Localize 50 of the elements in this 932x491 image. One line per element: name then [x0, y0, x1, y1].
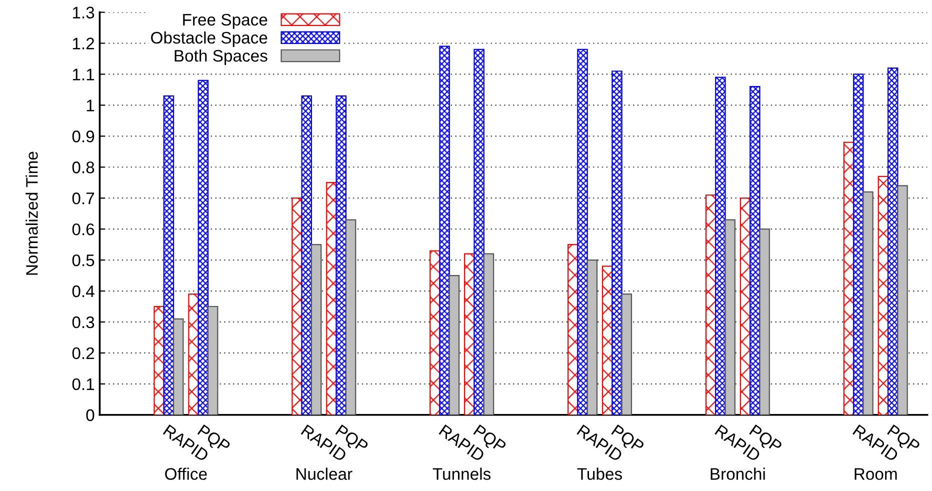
legend-label: Obstacle Space [151, 31, 268, 47]
y-tick-label: 1.2 [72, 38, 94, 50]
y-axis-title: Normalized Time [26, 152, 38, 275]
bar [887, 67, 898, 415]
bar [310, 244, 322, 415]
y-tick-label: 1.3 [72, 6, 94, 18]
bar [163, 95, 174, 415]
bar [750, 86, 760, 415]
bar [852, 74, 864, 415]
text: Tunnels [432, 468, 491, 480]
bar [474, 48, 484, 415]
text: Tubes [577, 468, 622, 480]
y-tick-label: 0.6 [72, 223, 94, 236]
bar [724, 219, 736, 415]
y-tick-label: 0.1 [72, 378, 94, 390]
bar [577, 48, 588, 415]
bar [172, 318, 184, 415]
legend-label: Both Spaces [174, 49, 268, 65]
y-tick-label: 0.8 [72, 162, 94, 174]
y-tick-label: 0.9 [72, 130, 94, 142]
y-tick-label: 0.4 [72, 285, 94, 298]
bar [483, 253, 494, 415]
bar [586, 259, 598, 415]
bar [897, 185, 908, 415]
bar [759, 228, 770, 415]
bar [621, 294, 632, 415]
bar [448, 274, 460, 415]
bar [439, 46, 450, 415]
bar [301, 95, 312, 415]
y-tick-label: 0 [86, 409, 94, 422]
bar [207, 306, 218, 415]
bar [345, 219, 356, 415]
bar [154, 306, 164, 415]
y-tick-label: 1 [86, 100, 94, 112]
y-tick-label: 1.1 [72, 68, 94, 80]
bar [862, 191, 874, 415]
text: Bronchi [710, 468, 765, 480]
bar [198, 80, 209, 415]
y-tick-label: 0.3 [72, 316, 94, 328]
text: Office [165, 468, 207, 480]
text: Room [854, 468, 897, 480]
bar [188, 294, 199, 415]
y-tick-label: 0.2 [72, 347, 94, 360]
bar [612, 70, 622, 415]
text: Nuclear [296, 468, 352, 480]
bar [715, 76, 726, 415]
y-tick-label: 0.5 [72, 254, 94, 266]
legend-label: Free Space [183, 14, 268, 29]
y-tick-label: 0.7 [72, 192, 94, 204]
bar [336, 95, 346, 415]
